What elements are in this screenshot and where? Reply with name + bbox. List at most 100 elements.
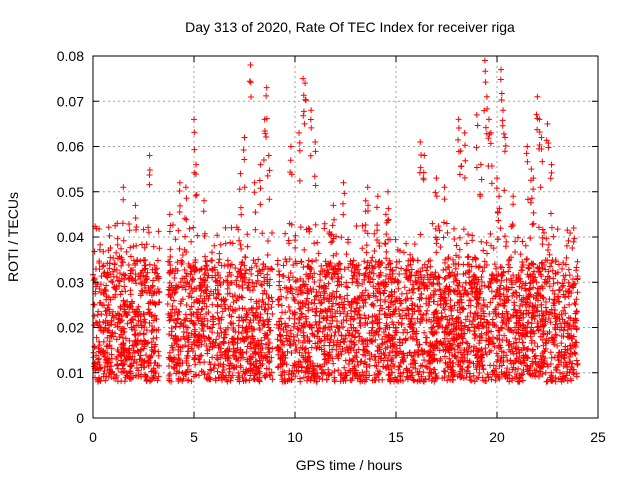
data-point <box>490 245 497 252</box>
data-point <box>344 310 351 317</box>
data-point <box>417 363 424 370</box>
data-point <box>144 269 151 276</box>
outlier-point <box>474 122 481 129</box>
data-point <box>524 255 531 262</box>
data-point <box>408 295 415 302</box>
data-point <box>307 285 314 292</box>
data-point <box>396 270 403 277</box>
data-point <box>316 319 323 326</box>
data-point <box>340 376 347 383</box>
data-point <box>531 367 538 374</box>
data-point <box>179 258 186 265</box>
data-point <box>228 279 235 286</box>
outlier-point <box>300 92 307 99</box>
data-point <box>513 294 520 301</box>
data-point <box>545 268 552 275</box>
outlier-point <box>495 217 502 224</box>
data-point <box>552 307 559 314</box>
data-point <box>232 306 239 313</box>
data-point <box>123 248 130 255</box>
data-point <box>167 294 174 301</box>
data-point <box>370 290 377 297</box>
data-point <box>233 277 240 284</box>
data-point <box>236 237 243 244</box>
data-point <box>258 354 265 361</box>
data-point <box>424 307 431 314</box>
data-point <box>384 344 391 351</box>
data-point <box>150 277 157 284</box>
data-point <box>323 376 330 383</box>
data-point <box>569 276 576 283</box>
data-point <box>412 365 419 372</box>
outlier-point <box>473 144 480 151</box>
data-point <box>297 224 304 231</box>
data-point <box>534 308 541 315</box>
data-point <box>394 246 401 253</box>
data-point <box>104 334 111 341</box>
outlier-point <box>312 182 319 189</box>
data-point <box>316 313 323 320</box>
data-point <box>419 314 426 321</box>
data-point <box>331 270 338 277</box>
data-point <box>411 360 418 367</box>
data-point <box>274 364 281 371</box>
data-point <box>238 245 245 252</box>
outlier-point <box>296 139 303 146</box>
data-point <box>495 327 502 334</box>
data-point <box>243 366 250 373</box>
data-point <box>184 366 191 373</box>
data-point <box>126 375 133 382</box>
data-point <box>494 276 501 283</box>
data-point <box>520 322 527 329</box>
data-point <box>252 309 259 316</box>
data-point <box>354 300 361 307</box>
data-point <box>295 368 302 375</box>
data-point <box>313 292 320 299</box>
data-point <box>539 294 546 301</box>
data-point <box>101 353 108 360</box>
data-point <box>214 303 221 310</box>
data-point <box>429 329 436 336</box>
data-point <box>433 329 440 336</box>
data-point <box>374 347 381 354</box>
data-point <box>447 297 454 304</box>
data-point <box>370 332 377 339</box>
data-point <box>148 292 155 299</box>
data-point <box>340 308 347 315</box>
data-point <box>207 361 214 368</box>
data-point <box>330 252 337 259</box>
data-point <box>108 321 115 328</box>
data-point <box>101 364 108 371</box>
data-point <box>553 366 560 373</box>
data-point <box>318 337 325 344</box>
outlier-point <box>486 131 493 138</box>
outlier-point <box>420 176 427 183</box>
data-point <box>517 358 524 365</box>
data-point <box>197 333 204 340</box>
data-point <box>188 378 195 385</box>
data-point <box>228 272 235 279</box>
data-point <box>209 301 216 308</box>
data-point <box>483 351 490 358</box>
data-point <box>475 264 482 271</box>
data-point <box>278 333 285 340</box>
data-point <box>361 277 368 284</box>
data-point <box>118 262 125 269</box>
data-point <box>464 261 471 268</box>
data-point <box>114 362 121 369</box>
data-point <box>524 363 531 370</box>
outlier-point <box>571 235 578 242</box>
outlier-point <box>545 144 552 151</box>
data-point <box>304 377 311 384</box>
data-point <box>392 352 399 359</box>
data-point <box>426 369 433 376</box>
data-point <box>413 279 420 286</box>
data-point <box>540 295 547 302</box>
outlier-point <box>238 211 245 218</box>
data-point <box>458 296 465 303</box>
data-point <box>354 295 361 302</box>
data-point <box>470 347 477 354</box>
data-point <box>482 345 489 352</box>
data-point <box>445 254 452 261</box>
data-point <box>298 310 305 317</box>
